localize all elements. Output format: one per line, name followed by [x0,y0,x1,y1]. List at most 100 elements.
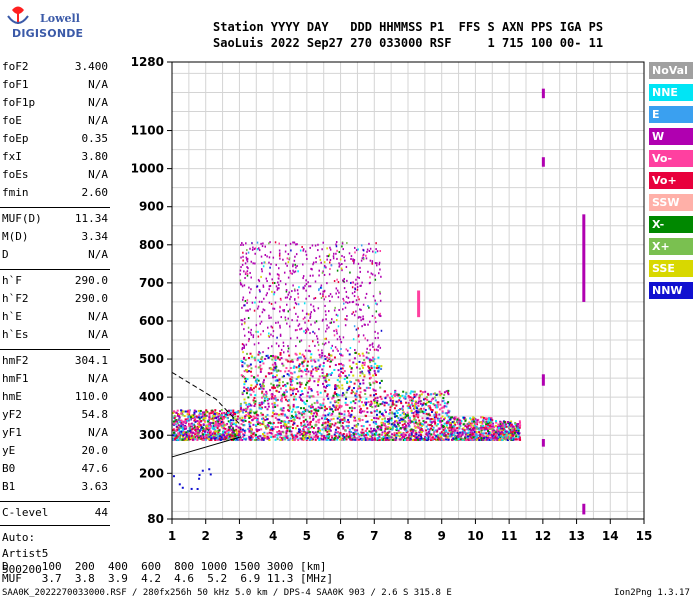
echo-point [243,416,246,419]
echo-point [432,392,435,395]
echo-point [282,436,285,439]
echo-point [211,410,214,413]
echo-point [468,434,471,437]
echo-point [451,432,454,435]
echo-point [352,432,355,435]
echo-point [213,437,216,440]
echo-point [434,399,437,402]
echo-point [279,333,282,336]
echo-point [513,430,516,433]
echo-point [464,433,467,436]
echo-point [394,438,397,441]
echo-point [384,428,387,431]
echo-point [218,436,221,439]
echo-point [362,318,364,321]
echo-point [249,370,252,373]
echo-point [493,433,496,436]
echo-point [425,412,428,415]
echo-point [424,402,427,405]
echo-point [279,326,281,329]
echo-point [401,409,404,412]
param-row-hme: hmE 110.0 [2,390,108,407]
echo-point [310,410,313,413]
echo-point [515,438,518,441]
echo-point [324,295,327,298]
echo-point [202,438,205,441]
echo-point [482,427,485,430]
echo-point [276,370,279,373]
echo-point [380,368,383,371]
echo-point [416,422,419,425]
echo-point [278,249,281,252]
echo-point [273,403,276,406]
echo-point [454,416,457,419]
echo-point [288,438,291,441]
echo-point [336,438,339,441]
echo-point [305,438,308,441]
echo-point [291,427,294,430]
echo-point [253,357,256,360]
echo-point [405,426,408,429]
echo-point [372,360,375,363]
echo-point [313,332,316,335]
echo-point [328,405,331,408]
echo-point [415,431,418,434]
echo-point [176,420,179,423]
echo-point [265,277,268,280]
echo-point [350,380,353,383]
echo-point [507,437,510,440]
echo-point [279,399,282,402]
echo-point [336,249,338,252]
echo-point [374,330,376,333]
echo-point [456,418,459,421]
echo-point [500,433,503,436]
echo-point [499,437,502,440]
echo-point [208,439,211,442]
echo-point [321,422,324,425]
echo-point [279,408,282,411]
echo-point [174,411,177,414]
echo-point [297,390,300,393]
echo-point [483,438,486,441]
echo-point [296,432,299,435]
echo-point [173,428,176,431]
echo-point [517,435,520,438]
echo-point [349,438,352,441]
echo-point [431,409,434,412]
echo-point [257,379,260,382]
echo-point [308,438,311,441]
echo-point [513,432,516,435]
echo-point [249,352,252,355]
echo-point [374,374,377,377]
echo-point [432,438,435,441]
echo-point [405,428,408,431]
echo-point [258,434,261,437]
echo-point [190,422,193,425]
echo-point [270,316,272,319]
echo-point [403,433,406,436]
echo-point [289,272,292,275]
echo-point [241,409,244,412]
echo-point [293,439,296,442]
footer-version: Ion2Png 1.3.17 [614,588,690,598]
echo-point [376,401,379,404]
echo-point [279,334,282,337]
echo-point [279,436,282,439]
echo-point [193,409,196,412]
echo-point [492,437,495,440]
echo-point [343,277,345,280]
echo-point [354,398,357,401]
echo-point [419,422,422,425]
echo-point [242,408,245,411]
echo-point [228,426,231,429]
echo-point [362,248,364,251]
echo-point [288,257,291,260]
echo-point [286,373,289,376]
echo-point [302,360,305,363]
echo-point [302,263,304,266]
echo-point [490,437,493,440]
echo-point [335,245,338,248]
echo-point [241,298,244,301]
echo-point [408,424,411,427]
echo-point [175,436,178,439]
